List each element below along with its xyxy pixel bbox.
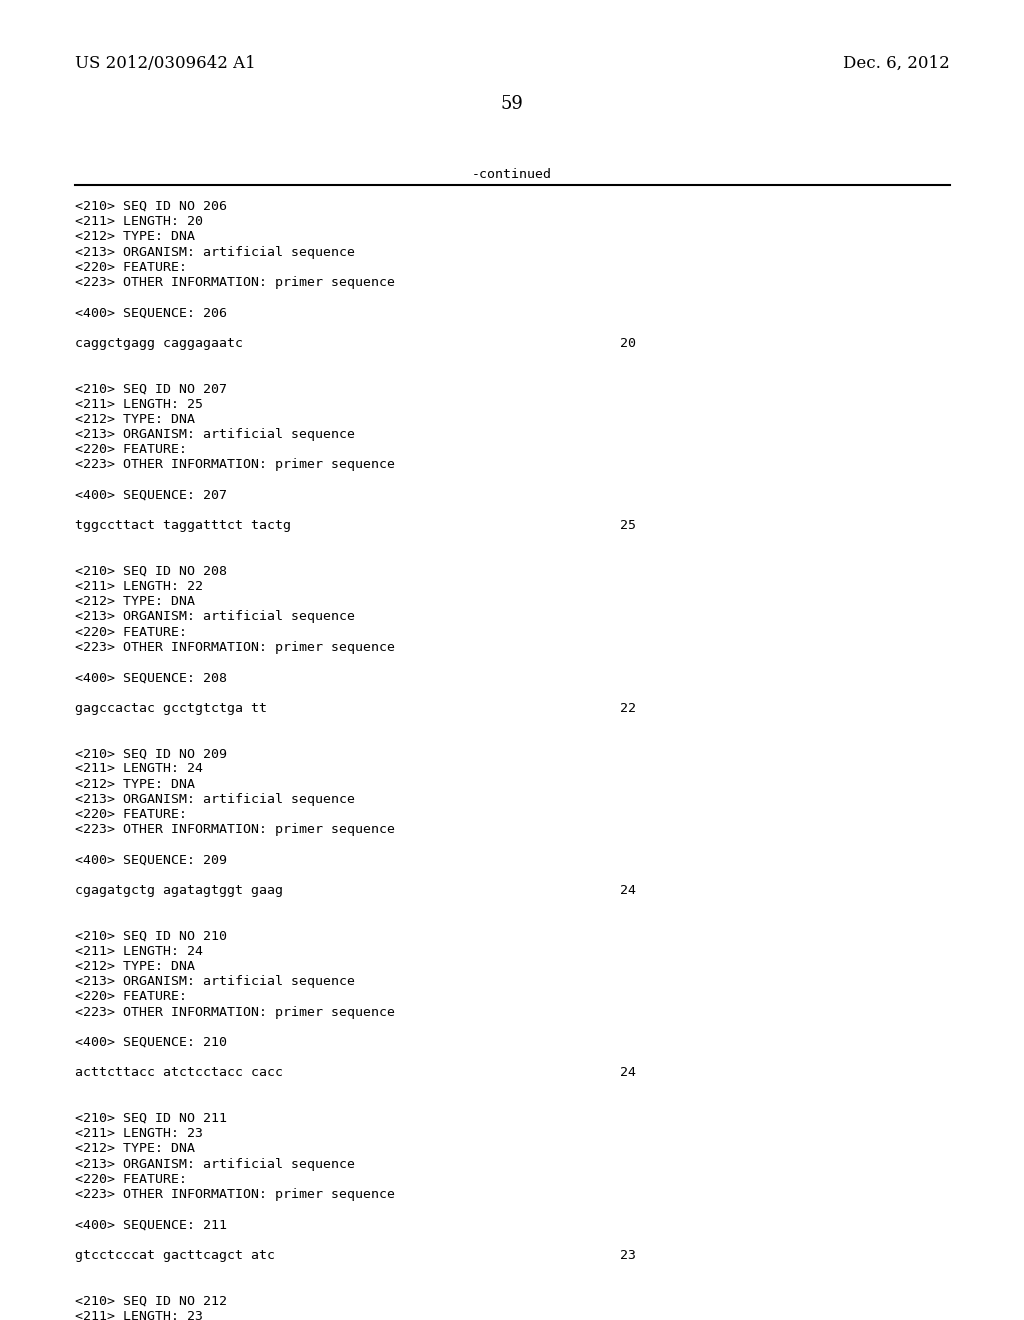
Text: 23: 23 [620,1249,636,1262]
Text: <213> ORGANISM: artificial sequence: <213> ORGANISM: artificial sequence [75,246,355,259]
Text: <400> SEQUENCE: 206: <400> SEQUENCE: 206 [75,306,227,319]
Text: <223> OTHER INFORMATION: primer sequence: <223> OTHER INFORMATION: primer sequence [75,458,395,471]
Text: <220> FEATURE:: <220> FEATURE: [75,261,187,273]
Text: gtcctcccat gacttcagct atc: gtcctcccat gacttcagct atc [75,1249,275,1262]
Text: <210> SEQ ID NO 210: <210> SEQ ID NO 210 [75,929,227,942]
Text: cgagatgctg agatagtggt gaag: cgagatgctg agatagtggt gaag [75,884,283,898]
Text: <211> LENGTH: 20: <211> LENGTH: 20 [75,215,203,228]
Text: acttcttacc atctcctacc cacc: acttcttacc atctcctacc cacc [75,1067,283,1080]
Text: <210> SEQ ID NO 212: <210> SEQ ID NO 212 [75,1295,227,1307]
Text: <213> ORGANISM: artificial sequence: <213> ORGANISM: artificial sequence [75,793,355,805]
Text: <210> SEQ ID NO 211: <210> SEQ ID NO 211 [75,1111,227,1125]
Text: gagccactac gcctgtctga tt: gagccactac gcctgtctga tt [75,702,267,714]
Text: <220> FEATURE:: <220> FEATURE: [75,444,187,457]
Text: <211> LENGTH: 25: <211> LENGTH: 25 [75,397,203,411]
Text: <212> TYPE: DNA: <212> TYPE: DNA [75,777,195,791]
Text: US 2012/0309642 A1: US 2012/0309642 A1 [75,55,256,73]
Text: <213> ORGANISM: artificial sequence: <213> ORGANISM: artificial sequence [75,610,355,623]
Text: <400> SEQUENCE: 210: <400> SEQUENCE: 210 [75,1036,227,1049]
Text: <210> SEQ ID NO 206: <210> SEQ ID NO 206 [75,201,227,213]
Text: -continued: -continued [472,168,552,181]
Text: <211> LENGTH: 24: <211> LENGTH: 24 [75,763,203,775]
Text: <223> OTHER INFORMATION: primer sequence: <223> OTHER INFORMATION: primer sequence [75,640,395,653]
Text: <211> LENGTH: 23: <211> LENGTH: 23 [75,1127,203,1140]
Text: <400> SEQUENCE: 208: <400> SEQUENCE: 208 [75,671,227,684]
Text: <211> LENGTH: 22: <211> LENGTH: 22 [75,579,203,593]
Text: 20: 20 [620,337,636,350]
Text: <213> ORGANISM: artificial sequence: <213> ORGANISM: artificial sequence [75,1158,355,1171]
Text: <220> FEATURE:: <220> FEATURE: [75,1172,187,1185]
Text: <400> SEQUENCE: 209: <400> SEQUENCE: 209 [75,854,227,867]
Text: <223> OTHER INFORMATION: primer sequence: <223> OTHER INFORMATION: primer sequence [75,276,395,289]
Text: caggctgagg caggagaatc: caggctgagg caggagaatc [75,337,243,350]
Text: <220> FEATURE:: <220> FEATURE: [75,808,187,821]
Text: <220> FEATURE:: <220> FEATURE: [75,626,187,639]
Text: <210> SEQ ID NO 207: <210> SEQ ID NO 207 [75,383,227,396]
Text: 24: 24 [620,1067,636,1080]
Text: <223> OTHER INFORMATION: primer sequence: <223> OTHER INFORMATION: primer sequence [75,1006,395,1019]
Text: <212> TYPE: DNA: <212> TYPE: DNA [75,413,195,426]
Text: 22: 22 [620,702,636,714]
Text: <210> SEQ ID NO 208: <210> SEQ ID NO 208 [75,565,227,578]
Text: <400> SEQUENCE: 207: <400> SEQUENCE: 207 [75,488,227,502]
Text: <213> ORGANISM: artificial sequence: <213> ORGANISM: artificial sequence [75,975,355,989]
Text: Dec. 6, 2012: Dec. 6, 2012 [843,55,950,73]
Text: 59: 59 [501,95,523,114]
Text: <220> FEATURE:: <220> FEATURE: [75,990,187,1003]
Text: <212> TYPE: DNA: <212> TYPE: DNA [75,1142,195,1155]
Text: tggccttact taggatttct tactg: tggccttact taggatttct tactg [75,519,291,532]
Text: <212> TYPE: DNA: <212> TYPE: DNA [75,960,195,973]
Text: <211> LENGTH: 23: <211> LENGTH: 23 [75,1309,203,1320]
Text: <213> ORGANISM: artificial sequence: <213> ORGANISM: artificial sequence [75,428,355,441]
Text: <212> TYPE: DNA: <212> TYPE: DNA [75,595,195,609]
Text: <212> TYPE: DNA: <212> TYPE: DNA [75,231,195,243]
Text: 25: 25 [620,519,636,532]
Text: 24: 24 [620,884,636,898]
Text: <211> LENGTH: 24: <211> LENGTH: 24 [75,945,203,958]
Text: <223> OTHER INFORMATION: primer sequence: <223> OTHER INFORMATION: primer sequence [75,1188,395,1201]
Text: <400> SEQUENCE: 211: <400> SEQUENCE: 211 [75,1218,227,1232]
Text: <223> OTHER INFORMATION: primer sequence: <223> OTHER INFORMATION: primer sequence [75,824,395,836]
Text: <210> SEQ ID NO 209: <210> SEQ ID NO 209 [75,747,227,760]
